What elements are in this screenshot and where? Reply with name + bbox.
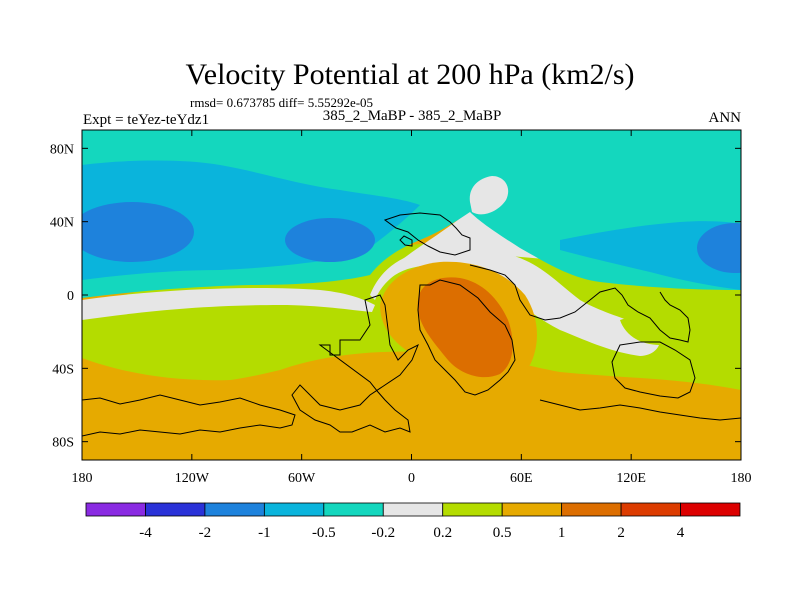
y-tick-label: 40S [52,362,74,377]
field-core-central [285,218,375,262]
rmsd-diff-label: rmsd= 0.673785 diff= 5.55292e-05 [190,95,373,110]
field-orange-tongue [82,351,741,460]
experiment-label: Expt = teYez-teYdz1 [83,112,209,128]
season-label: ANN [709,110,742,126]
colorbar-level-label: -2 [199,525,212,541]
x-tick-label: 0 [408,471,415,486]
colorbar-swatch [561,502,622,517]
field-core-west [82,202,194,262]
colorbar-level-label: 0.2 [433,525,452,541]
x-axis: 180 120W 60W 0 60E 120E 180 [72,130,752,486]
colorbar-swatch [620,502,681,517]
continent-outlines [82,212,741,437]
outline-australia [611,341,696,399]
outline-south-america [291,294,419,433]
velocity-potential-field [82,130,741,460]
colorbar-level-label: 2 [617,525,625,541]
x-tick-label: 120W [175,471,210,486]
x-tick-label: 180 [72,471,93,486]
x-tick-label: 60E [510,471,533,486]
y-axis: 80N 40N 0 40S 80S [50,142,741,451]
field-band-neutral [82,288,375,320]
colorbar-level-label: 4 [677,525,685,541]
colorbar-level-label: 0.5 [493,525,512,541]
colorbar-swatch [204,502,265,517]
outline-africa [417,279,516,396]
colorbar-level-label: -4 [139,525,152,541]
field-neutral-blob [469,176,509,215]
field-patch-australia [620,313,741,360]
y-tick-label: 80S [52,436,74,451]
colorbar-swatch [85,502,146,517]
field-core-east [697,223,741,273]
comparison-label: 385_2_MaBP - 385_2_MaBP [323,108,502,124]
y-tick-label: 80N [50,142,74,157]
outline-europe [383,212,471,256]
outline-north-asia-fragment [399,235,413,247]
field-band-1-to-2-max [417,277,513,378]
y-tick-label: 0 [67,289,74,304]
colorbar-level-label: -0.2 [371,525,395,541]
colorbar-swatch [323,502,384,517]
y-tick-label: 40N [50,216,74,231]
colorbar-swatch [145,502,206,517]
colorbar-swatch [442,502,503,517]
x-tick-label: 60W [288,471,316,486]
outline-asia [469,264,691,343]
colorbar-level-label: -0.5 [312,525,336,541]
x-tick-label: 180 [731,471,752,486]
colorbar-swatch [680,502,741,517]
colorbar-swatch [263,502,325,517]
field-neutral-arc [370,248,660,356]
colorbar-level-label: -1 [258,525,271,541]
colorbar: -4 -2 -1 -0.5 -0.2 0.2 0.5 1 2 4 [85,502,741,541]
field-band-minus1-east [560,221,741,290]
outline-antarctic-fringe [82,394,296,437]
field-patch-south [82,321,237,355]
chart-title: Velocity Potential at 200 hPa (km2/s) [185,58,634,91]
colorbar-swatch [501,502,563,517]
outline-southern-fringe-east [539,399,741,421]
colorbar-level-label: 1 [558,525,566,541]
x-tick-label: 120E [616,471,646,486]
colorbar-swatch [382,502,444,517]
